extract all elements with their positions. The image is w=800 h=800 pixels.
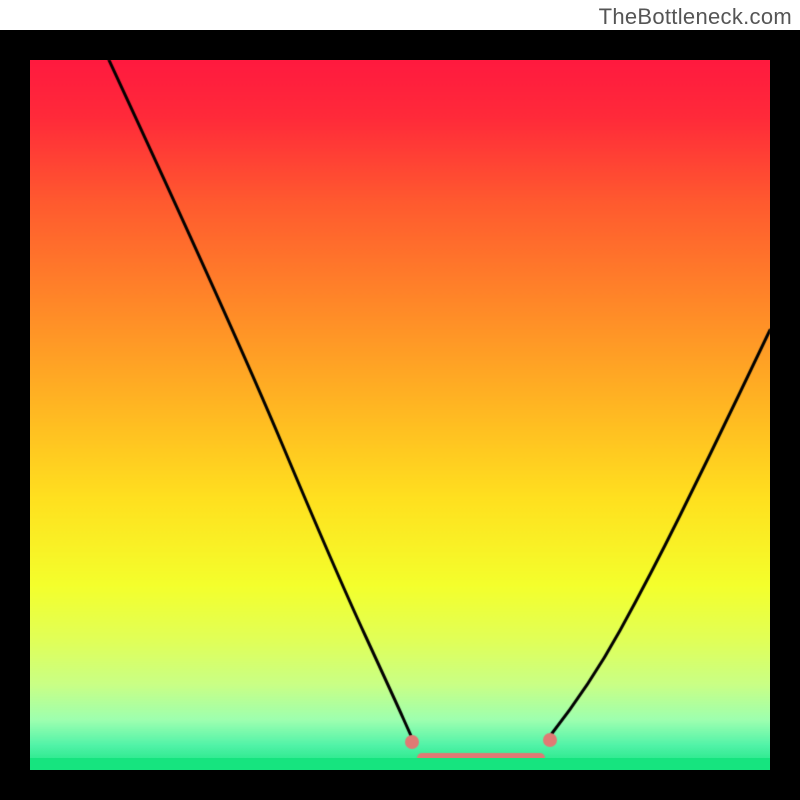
chart-frame <box>0 30 800 800</box>
watermark-text: TheBottleneck.com <box>599 4 792 30</box>
